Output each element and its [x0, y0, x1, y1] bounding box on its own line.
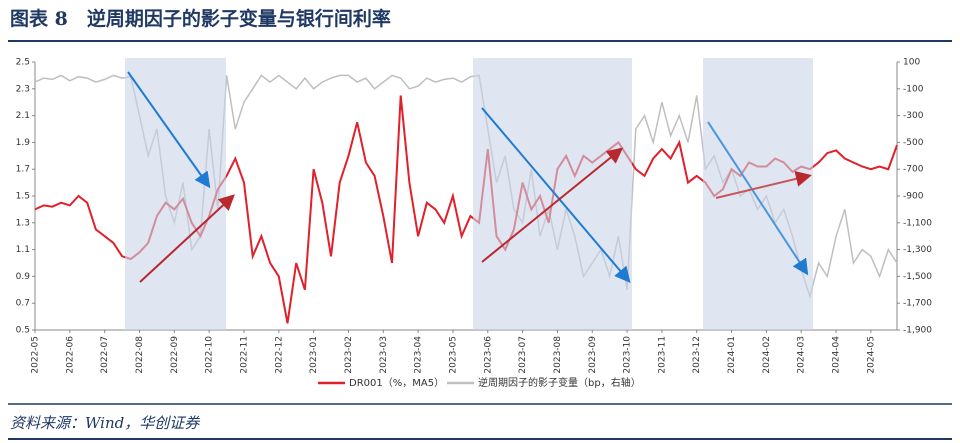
- shade: [125, 58, 226, 330]
- x-tick-label: 2023-03: [379, 336, 389, 374]
- x-tick-label: 2023-11: [657, 336, 667, 374]
- shade: [703, 58, 813, 330]
- y2-tick-label: -700: [903, 165, 924, 175]
- x-tick-label: 2022-11: [239, 336, 249, 374]
- chart-title: 图表 8 逆周期因子的影子变量与银行间利率: [10, 7, 391, 30]
- arrow: [481, 107, 631, 284]
- y-tick-label: 1.5: [16, 192, 30, 202]
- x-tick-label: 2023-06: [483, 336, 493, 374]
- x-tick-label: 2024-05: [866, 336, 876, 374]
- y2-tick-label: -1,700: [903, 299, 932, 309]
- y-tick-label: 1.7: [16, 165, 30, 175]
- arrow: [127, 71, 211, 189]
- arrow: [715, 171, 812, 199]
- annotations: [125, 58, 813, 330]
- y-tick-label: 0.5: [16, 326, 30, 336]
- plot-area: 0.5 0.7 0.9 1.1 1.3 1.5 1.7 1.9 2.1 2.3 2.5 -1,900 -…: [16, 58, 933, 374]
- x-tick-label: 2023-04: [414, 336, 424, 374]
- y-tick-label: 1.9: [16, 138, 31, 148]
- x-tick-label: 2022-06: [65, 336, 75, 374]
- x-tick-label: 2024-01: [727, 336, 737, 374]
- y-tick-label: 1.1: [16, 245, 30, 255]
- y-tick-label: 2.3: [16, 84, 30, 94]
- y-tick-label: 2.1: [16, 111, 30, 121]
- x-tick-label: 2022-10: [205, 336, 215, 374]
- x-tick-label: 2022-05: [31, 336, 41, 374]
- x-tick-label: 2023-08: [553, 336, 563, 374]
- x-tick-label: 2023-12: [692, 336, 702, 374]
- x-tick-label: 2022-09: [170, 336, 180, 374]
- y2-tick-label: -900: [903, 192, 924, 202]
- y2-tick-label: -1,300: [903, 245, 932, 255]
- x-tick-label: 2024-04: [832, 336, 842, 374]
- x-tick-label: 2023-07: [518, 336, 528, 374]
- x-tick-label: 2023-02: [344, 336, 354, 374]
- source: 资料来源：Wind，华创证券: [10, 414, 200, 432]
- x-tick-label: 2022-12: [274, 336, 284, 374]
- arrow: [139, 194, 235, 283]
- x-tick-label: 2022-08: [135, 336, 145, 374]
- legend-label: DR001（%，MA5）: [349, 377, 444, 389]
- shade: [473, 58, 632, 330]
- y2-tick-label: -1,100: [903, 218, 932, 228]
- legend-label: 逆周期因子的影子变量（bp，右轴）: [478, 376, 641, 389]
- arrow: [481, 147, 624, 263]
- y2-tick-label: -100: [903, 84, 924, 94]
- arrow: [707, 121, 809, 276]
- x-tick-label: 2024-02: [762, 336, 772, 374]
- y2-tick-label: 100: [903, 58, 920, 68]
- y2-tick-label: -1,900: [903, 326, 932, 336]
- y-tick-label: 0.9: [16, 272, 31, 282]
- x-tick-label: 2023-01: [309, 336, 319, 374]
- x-tick-label: 2023-09: [588, 336, 598, 374]
- y-tick-label: 0.7: [16, 299, 30, 309]
- y2-tick-label: -1,500: [903, 272, 932, 282]
- x-tick-label: 2024-03: [797, 336, 807, 374]
- y2-tick-label: -300: [903, 111, 924, 121]
- x-tick-label: 2023-05: [448, 336, 458, 374]
- x-tick-label: 2022-07: [100, 336, 110, 374]
- y-tick-label: 1.3: [16, 218, 30, 228]
- x-tick-label: 2023-10: [623, 336, 633, 374]
- y2-tick-label: -500: [903, 138, 924, 148]
- y-tick-label: 2.5: [16, 58, 30, 68]
